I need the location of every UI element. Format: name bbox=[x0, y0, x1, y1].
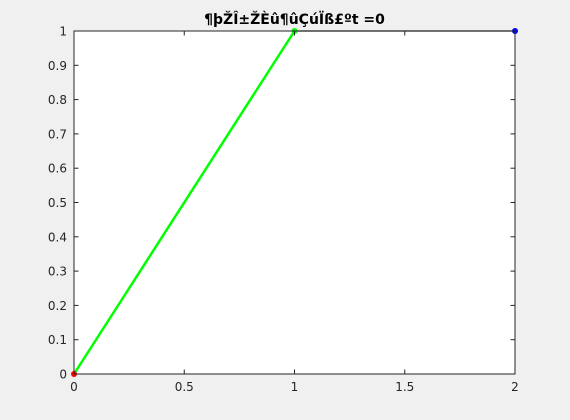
x-tick-label: 0.5 bbox=[175, 380, 194, 394]
y-tick-label: 0.9 bbox=[48, 59, 67, 73]
y-tick-label: 0.4 bbox=[48, 230, 67, 244]
y-tick-label: 0.5 bbox=[48, 196, 67, 210]
y-tick-label: 0.1 bbox=[48, 333, 67, 347]
axis-ticks: 0 0.5 1 1.5 2 0 0.1 0.2 0.3 0.4 0.5 0.6 0.7 0.8 0.9 1 bbox=[48, 25, 519, 395]
y-tick-label: 0.6 bbox=[48, 162, 67, 176]
chart-title: ¶þŽÎ±ŽÈû¶ûÇúÏß£ºt =0 bbox=[204, 11, 385, 28]
plot-area bbox=[74, 31, 515, 374]
y-tick-label: 0 bbox=[59, 368, 67, 382]
y-tick-label: 0.2 bbox=[48, 299, 67, 313]
y-tick-label: 0.3 bbox=[48, 265, 67, 279]
series-line-0 bbox=[72, 30, 296, 375]
x-tick-label: 2 bbox=[511, 380, 519, 394]
y-tick-label: 0.8 bbox=[48, 93, 67, 107]
y-tick-label: 1 bbox=[59, 25, 67, 39]
x-tick-label: 1 bbox=[291, 380, 299, 394]
x-tick-label: 1.5 bbox=[395, 380, 414, 394]
x-tick-label: 0 bbox=[70, 380, 78, 394]
y-tick-label: 0.7 bbox=[48, 127, 67, 141]
